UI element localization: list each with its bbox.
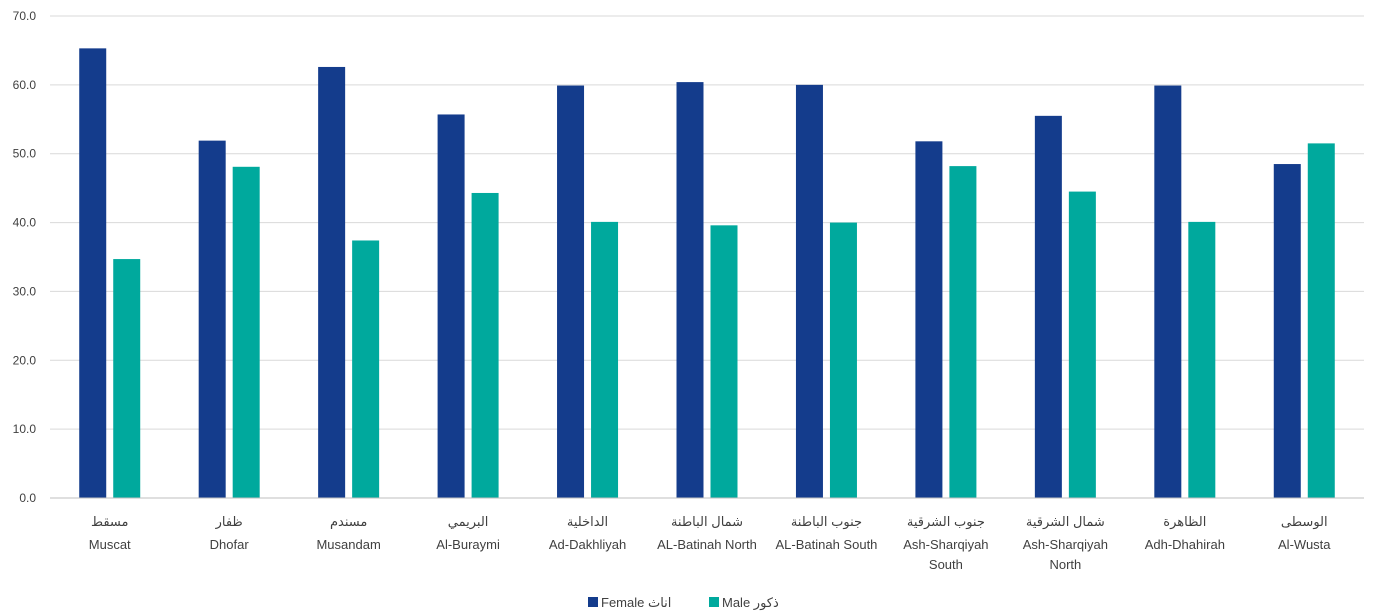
x-category-label-arabic: ظفار bbox=[215, 514, 243, 530]
y-tick-label: 20.0 bbox=[13, 353, 37, 367]
y-tick-label: 0.0 bbox=[19, 491, 36, 505]
bar-male bbox=[233, 167, 260, 498]
x-category-label-arabic: الظاهرة bbox=[1163, 514, 1206, 530]
bar-female bbox=[199, 141, 226, 498]
x-category-label-arabic: مسندم bbox=[330, 514, 367, 529]
x-category-label-arabic: مسقط bbox=[91, 514, 128, 529]
legend-swatch-female bbox=[588, 597, 598, 607]
y-tick-label: 70.0 bbox=[13, 9, 37, 23]
x-category-label: Musandam bbox=[316, 537, 380, 552]
x-category-label-arabic: شمال الشرقية bbox=[1026, 514, 1105, 530]
bar-female bbox=[79, 48, 106, 498]
x-category-label-arabic: جنوب الشرقية bbox=[907, 514, 985, 530]
bar-female bbox=[1274, 164, 1301, 498]
bar-male bbox=[830, 223, 857, 498]
y-axis-tick-labels: 0.0 10.0 20.0 30.0 40.0 50.0 60.0 70.0 bbox=[13, 9, 37, 505]
x-category-label-arabic: الوسطى bbox=[1281, 514, 1328, 530]
x-category-label: Dhofar bbox=[210, 537, 250, 552]
legend: Female اناث Male ذكور bbox=[588, 595, 779, 611]
x-category-label-arabic: جنوب الباطنة bbox=[791, 514, 862, 530]
bar-male bbox=[711, 225, 738, 498]
x-category-label-arabic: الداخلية bbox=[567, 514, 608, 529]
bar-male bbox=[472, 193, 499, 498]
x-category-label: Adh-Dhahirah bbox=[1145, 537, 1225, 552]
legend-swatch-male bbox=[709, 597, 719, 607]
x-category-label: AL-Batinah North bbox=[657, 537, 757, 552]
legend-label-male: Male ذكور bbox=[722, 595, 779, 611]
bar-male bbox=[949, 166, 976, 498]
bar-female bbox=[1035, 116, 1062, 498]
y-tick-label: 40.0 bbox=[13, 216, 37, 230]
legend-label-female: Female اناث bbox=[601, 595, 671, 610]
y-tick-label: 10.0 bbox=[13, 422, 37, 436]
bars bbox=[79, 48, 1335, 498]
bar-female bbox=[915, 141, 942, 498]
y-tick-label: 60.0 bbox=[13, 78, 37, 92]
bar-male bbox=[1308, 143, 1335, 498]
x-category-label: Ash-Sharqiyah bbox=[903, 537, 988, 552]
x-category-label: Al-Buraymi bbox=[436, 537, 500, 552]
x-category-label: North bbox=[1049, 557, 1081, 572]
x-axis-category-labels: مسقط Muscat ظفار Dhofar مسندم Musandam البريمي… bbox=[89, 514, 1332, 572]
bar-male bbox=[591, 222, 618, 498]
bar-female bbox=[438, 114, 465, 498]
bar-female bbox=[796, 85, 823, 498]
x-category-label-arabic: البريمي bbox=[448, 514, 489, 530]
bar-male bbox=[352, 240, 379, 498]
bar-female bbox=[1154, 86, 1181, 498]
bar-female bbox=[677, 82, 704, 498]
x-category-label: AL-Batinah South bbox=[776, 537, 878, 552]
x-category-label: Al-Wusta bbox=[1278, 537, 1331, 552]
bar-male bbox=[1069, 192, 1096, 498]
y-tick-label: 50.0 bbox=[13, 147, 37, 161]
bar-female bbox=[557, 86, 584, 498]
bar-female bbox=[318, 67, 345, 498]
x-category-label-arabic: شمال الباطنة bbox=[671, 514, 743, 529]
x-category-label: South bbox=[929, 557, 963, 572]
y-tick-label: 30.0 bbox=[13, 284, 37, 298]
x-category-label: Ash-Sharqiyah bbox=[1023, 537, 1108, 552]
x-category-label: Muscat bbox=[89, 537, 131, 552]
bar-male bbox=[113, 259, 140, 498]
bar-male bbox=[1188, 222, 1215, 498]
x-category-label: Ad-Dakhliyah bbox=[549, 537, 626, 552]
